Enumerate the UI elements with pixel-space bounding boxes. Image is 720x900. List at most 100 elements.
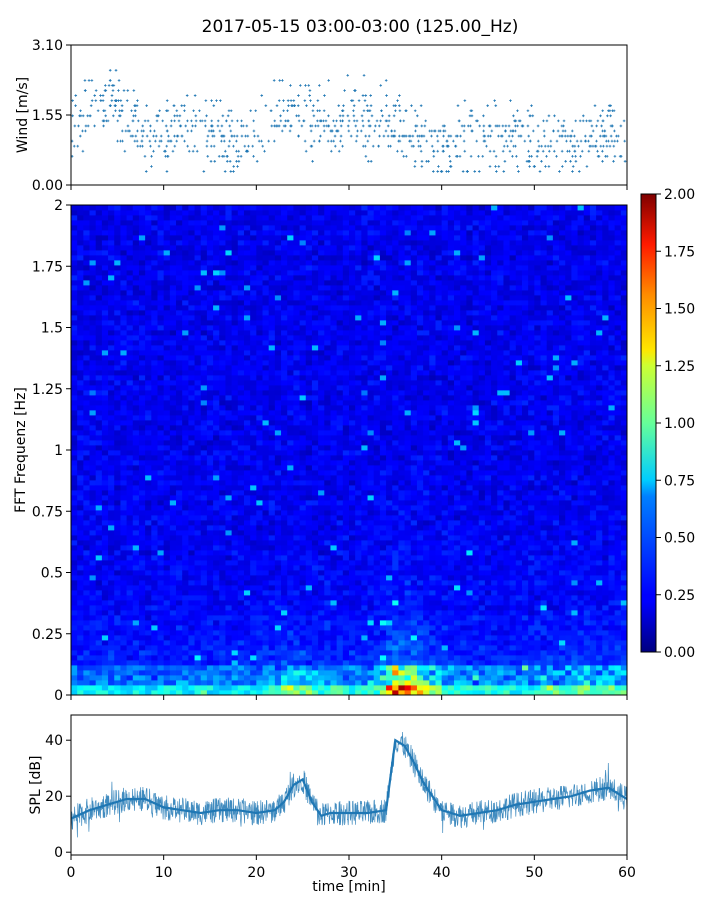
spectrogram-cell: [262, 210, 270, 216]
spectrogram-cell: [225, 470, 233, 476]
spectrogram-cell: [101, 665, 109, 671]
wind-point: [416, 134, 419, 138]
spectrogram-cell: [299, 260, 307, 266]
spectrogram-cell: [71, 470, 78, 476]
spectrogram-cell: [243, 560, 251, 566]
spectrogram-cell: [194, 685, 202, 691]
spectrogram-cell: [169, 590, 177, 596]
spectrogram-cell: [138, 435, 146, 441]
wind-point: [581, 114, 585, 118]
spectrogram-cell: [132, 545, 140, 551]
spectrogram-cell: [206, 515, 214, 521]
wind-point: [585, 165, 589, 168]
spectrogram-cell: [77, 585, 84, 591]
spectrogram-cell: [138, 215, 146, 221]
spectrogram-cell: [157, 375, 165, 381]
spectrogram-cell: [188, 575, 196, 581]
spectrogram-cell: [101, 515, 109, 521]
spectrogram-cell: [287, 615, 294, 621]
spectrogram-cell: [206, 245, 214, 251]
spectrogram-cell: [157, 255, 165, 261]
spectrogram-cell: [293, 280, 301, 286]
spectrogram-cell: [176, 400, 183, 406]
spectrogram-cell: [108, 505, 115, 511]
spectrogram-cell: [163, 545, 171, 551]
spectrogram-cell: [176, 255, 183, 261]
spectrogram-cell: [256, 205, 264, 211]
spectrogram-cell: [200, 285, 208, 291]
spectrogram-cell: [151, 360, 159, 366]
spectrogram-cell: [311, 360, 319, 366]
wind-point: [528, 114, 532, 118]
wind-point: [330, 129, 334, 133]
spectrogram-cell: [77, 680, 84, 686]
spectrogram-cell: [138, 625, 146, 631]
spectrogram-cell: [120, 270, 128, 276]
wind-point: [514, 119, 518, 123]
spectrogram-cell: [299, 655, 307, 661]
spectrogram-cell: [83, 410, 91, 416]
spectrogram-cell: [287, 205, 294, 211]
spectrogram-cell: [281, 320, 288, 326]
spectrogram-cell: [324, 550, 332, 556]
spectrogram-cell: [213, 640, 220, 646]
spectrogram-cell: [120, 610, 128, 616]
spectrogram-cell: [250, 235, 257, 241]
spectrogram-cell: [157, 320, 165, 326]
wind-point: [277, 124, 281, 128]
wind-point: [108, 68, 112, 72]
wind-point: [502, 144, 506, 148]
spectrogram-cell: [157, 640, 165, 646]
spectrogram-cell: [120, 670, 128, 676]
spectrogram-cell: [71, 435, 78, 441]
spectrogram-cell: [287, 420, 294, 426]
wind-point: [244, 134, 247, 138]
spectrogram-cell: [151, 625, 159, 631]
spectrogram-cell: [188, 410, 196, 416]
spectrogram-cell: [299, 210, 307, 216]
spectrogram-cell: [293, 550, 301, 556]
spectrogram-cell: [95, 215, 103, 221]
spectrogram-cell: [311, 495, 319, 501]
spectrogram-cell: [101, 420, 109, 426]
spectrogram-cell: [274, 555, 282, 561]
spectrogram-cell: [243, 360, 251, 366]
spectrogram-cell: [108, 280, 115, 286]
spectrogram-cell: [120, 205, 128, 211]
spectrogram-cell: [237, 340, 245, 346]
spectrogram-cell: [274, 280, 282, 286]
spectrogram-cell: [89, 450, 97, 456]
spectrogram-cell: [305, 270, 313, 276]
spectrogram-cell: [293, 635, 301, 641]
wind-point: [209, 124, 213, 128]
spectrogram-cell: [151, 380, 159, 386]
spectrogram-cell: [71, 330, 78, 336]
spectrogram-cell: [281, 315, 288, 321]
spectrogram-cell: [225, 510, 233, 516]
spectrogram-cell: [225, 210, 233, 216]
spectrogram-cell: [126, 470, 134, 476]
spectrogram-cell: [250, 610, 257, 616]
spectrogram-cell: [250, 285, 257, 291]
spectrogram-cell: [311, 385, 319, 391]
spectrogram-cell: [225, 410, 233, 416]
spectrogram-cell: [250, 310, 257, 316]
spectrogram-cell: [213, 645, 220, 651]
spectrogram-cell: [231, 525, 239, 531]
spectrogram-cell: [108, 645, 115, 651]
spectrogram-cell: [176, 500, 183, 506]
wind-point: [398, 94, 401, 97]
spectrogram-cell: [231, 260, 239, 266]
spectrogram-cell: [101, 650, 109, 656]
spectrogram-cell: [176, 240, 183, 246]
spectrogram-cell: [163, 650, 171, 656]
spectrogram-cell: [213, 635, 220, 641]
spectrogram-cell: [318, 240, 325, 246]
spectrogram-cell: [71, 465, 78, 471]
spectrogram-cell: [299, 305, 307, 311]
spectrogram-cell: [89, 535, 97, 541]
spectrogram-cell: [169, 365, 177, 371]
wind-point: [456, 104, 460, 107]
spectrogram-cell: [256, 470, 264, 476]
spectrogram-cell: [318, 610, 325, 616]
